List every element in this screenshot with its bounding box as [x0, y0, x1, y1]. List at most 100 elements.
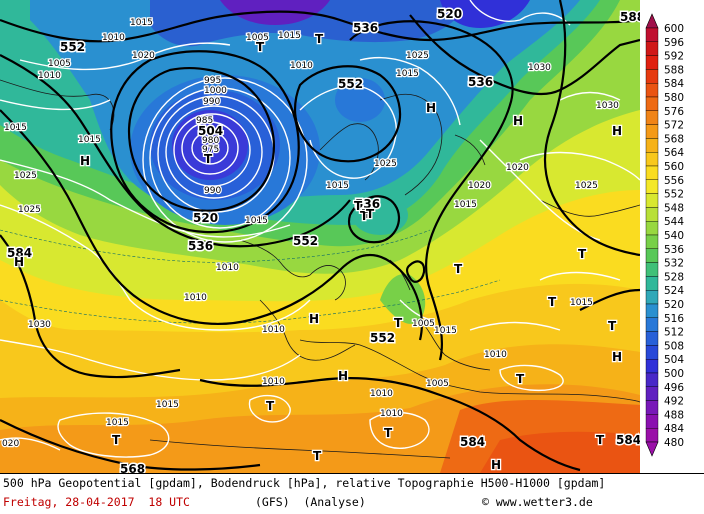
- geo-label: 552: [293, 234, 318, 248]
- legend-swatch: [645, 331, 659, 346]
- legend-level-label: 508: [664, 340, 684, 352]
- low-marker: T: [112, 433, 121, 447]
- low-marker: T: [608, 319, 617, 333]
- isobar-label: 1005: [246, 33, 269, 43]
- isobar-label: 1015: [278, 31, 301, 41]
- isobar-label: 1015: [78, 135, 101, 145]
- isobar-label: 1010: [262, 325, 285, 335]
- site-credit: © www.wetter3.de: [482, 495, 593, 509]
- isobar-label: 1010: [216, 263, 239, 273]
- legend-level-label: 552: [664, 189, 684, 201]
- isobar-label: 020: [2, 439, 19, 449]
- geo-label: 584: [460, 435, 485, 449]
- legend-level-label: 516: [664, 313, 684, 325]
- legend-arrow-bottom: [645, 441, 659, 457]
- high-marker: H: [612, 124, 622, 138]
- isobar-label: 1015: [570, 298, 593, 308]
- legend-level-label: 528: [664, 271, 684, 283]
- isobar-label: 1020: [506, 163, 529, 173]
- legend-level-label: 548: [664, 202, 684, 214]
- legend-level-label: 596: [664, 37, 684, 49]
- geopotential-labels: 552 536 520 504 520 536 552 552 536 552 …: [6, 6, 641, 474]
- isobar-label: 995: [204, 76, 221, 86]
- legend-level-label: 576: [664, 106, 684, 118]
- legend-swatch: [645, 179, 659, 194]
- legend-arrow-top: [645, 13, 659, 29]
- geo-label: 584: [7, 246, 32, 260]
- legend-level-label: 544: [664, 216, 684, 228]
- low-marker: T: [256, 40, 265, 54]
- map-footer: 500 hPa Geopotential [gpdam], Bodendruck…: [0, 473, 704, 514]
- low-marker: T: [313, 449, 322, 463]
- legend-level-label: 504: [664, 354, 684, 366]
- legend-level-label: 540: [664, 230, 684, 242]
- isobar-label: 1005: [426, 379, 449, 389]
- legend-level-label: 572: [664, 120, 684, 132]
- legend-level-label: 492: [664, 396, 684, 408]
- geo-label: 536: [468, 75, 493, 89]
- color-scale-svg: 6005965925885845805765725685645605565525…: [645, 13, 684, 457]
- low-marker: T: [596, 433, 605, 447]
- isobar-label: 980: [202, 136, 219, 146]
- model-info: (GFS) (Analyse): [255, 495, 366, 509]
- legend-swatch: [645, 303, 659, 319]
- isobar-label: 1015: [434, 326, 457, 336]
- geo-label: 584: [616, 433, 640, 447]
- geo-label: 536: [188, 239, 213, 253]
- low-marker: T: [315, 32, 324, 46]
- legend-level-label: 484: [664, 423, 684, 435]
- isobar-label: 1030: [28, 320, 51, 330]
- isobar-label: 1015: [4, 123, 27, 133]
- high-marker: H: [491, 458, 501, 472]
- legend-swatch: [645, 386, 659, 401]
- legend-level-label: 480: [664, 437, 684, 449]
- geo-label: 504: [198, 124, 223, 138]
- legend-level-label: 512: [664, 327, 684, 339]
- weather-map: 552 536 520 504 520 536 552 552 536 552 …: [0, 0, 641, 473]
- isobar-label: 1010: [290, 61, 313, 71]
- isobar-label: 1010: [484, 350, 507, 360]
- isobar-label: 985: [196, 116, 213, 126]
- high-marker: H: [14, 255, 24, 269]
- legend-level-label: 580: [664, 92, 684, 104]
- legend-level-label: 524: [664, 285, 684, 297]
- legend-level-label: 588: [664, 64, 684, 76]
- geo-label: 552: [338, 77, 363, 91]
- legend-swatch: [645, 400, 659, 415]
- isobar-label: 1005: [48, 59, 71, 69]
- legend-swatch: [645, 55, 659, 70]
- legend-level-label: 592: [664, 51, 684, 63]
- isobar-label: 1025: [406, 51, 429, 61]
- legend-swatch: [645, 165, 659, 181]
- isobar-label: 1010: [184, 293, 207, 303]
- isobar-label: 1025: [18, 205, 41, 215]
- high-markers: H H H H H H H H H: [13, 100, 624, 473]
- map-description: 500 hPa Geopotential [gpdam], Bodendruck…: [3, 476, 606, 490]
- legend-level-label: 568: [664, 133, 684, 145]
- legend-swatch: [645, 428, 659, 443]
- geo-label: 536: [353, 21, 378, 35]
- isobar-label: 1015: [396, 69, 419, 79]
- legend-level-label: 500: [664, 368, 684, 380]
- legend-level-label: 532: [664, 258, 684, 270]
- low-marker: T: [548, 295, 557, 309]
- low-marker: T: [362, 207, 371, 221]
- isobar-label: 1025: [14, 171, 37, 181]
- high-marker: H: [426, 101, 436, 115]
- legend-level-label: 556: [664, 175, 684, 187]
- isobar-label: 1010: [38, 71, 61, 81]
- legend-level-label: 560: [664, 161, 684, 173]
- legend-swatch: [645, 82, 659, 98]
- geo-label: 520: [193, 211, 218, 225]
- geo-label: 588: [620, 10, 640, 24]
- color-scale-legend: 600 596 592 588 584 580 576 572 568 564 560 556 552 5…: [640, 0, 704, 473]
- legend-swatch: [645, 69, 659, 84]
- isobar-label: 1015: [326, 181, 349, 191]
- low-marker: T: [578, 247, 587, 261]
- legend-swatch: [645, 372, 659, 388]
- low-marker: T: [266, 399, 275, 413]
- isobar-label: 1030: [528, 63, 551, 73]
- isobar-label: 1025: [575, 181, 598, 191]
- legend-swatch: [645, 41, 659, 56]
- isobar-label: 1015: [156, 400, 179, 410]
